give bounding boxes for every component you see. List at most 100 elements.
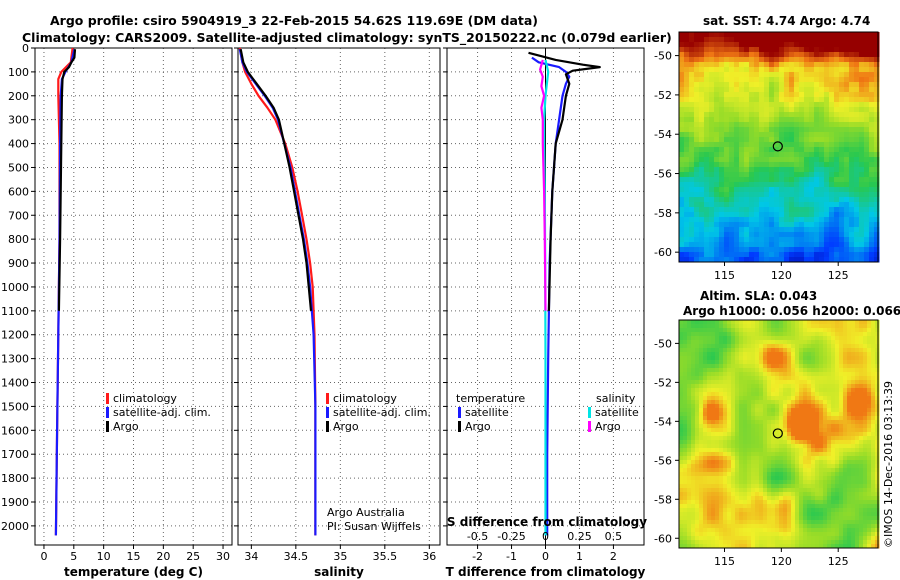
map-cell [819, 516, 824, 521]
map-cell [851, 348, 856, 353]
map-cell [709, 212, 715, 218]
map-cell [855, 528, 860, 533]
map-cell [815, 356, 820, 361]
map-cell [687, 544, 692, 549]
map-cell [779, 360, 784, 365]
map-cell [799, 444, 804, 449]
map-cell [791, 404, 796, 409]
map-cell [714, 187, 720, 193]
map-cell [743, 440, 748, 445]
map-cell [707, 532, 712, 537]
map-cell [811, 372, 816, 377]
map-cell [834, 162, 840, 168]
map-cell [703, 484, 708, 489]
map-cell [847, 376, 852, 381]
map-cell [871, 352, 876, 357]
map-cell [747, 436, 752, 441]
map-cell [834, 167, 840, 173]
map-cell [714, 132, 720, 138]
map-cell [863, 352, 868, 357]
map-cell [719, 72, 725, 78]
map-cell [787, 408, 792, 413]
map-cell [703, 520, 708, 525]
map-cell [729, 152, 735, 158]
map-cell [779, 516, 784, 521]
map-cell [715, 368, 720, 373]
map-cell [839, 112, 845, 118]
map-cell [819, 532, 824, 537]
map-cell [683, 472, 688, 477]
map-cell [871, 396, 876, 401]
map-cell [863, 320, 868, 325]
legend-label: satellite [465, 406, 509, 419]
map-cell [789, 202, 795, 208]
map-cell [723, 332, 728, 337]
map-cell [775, 524, 780, 529]
map-cell [867, 500, 872, 505]
map-cell [795, 336, 800, 341]
map-cell [779, 182, 785, 188]
map-cell [854, 172, 860, 178]
map-cell [759, 202, 765, 208]
map-cell [739, 340, 744, 345]
map-cell [771, 400, 776, 405]
map-cell [735, 352, 740, 357]
map-cell [739, 167, 745, 173]
map-cell [794, 227, 800, 233]
map-cell [739, 227, 745, 233]
map-cell [819, 436, 824, 441]
map-cell [804, 47, 810, 53]
map-cell [791, 396, 796, 401]
map-cell [731, 324, 736, 329]
map-cell [795, 516, 800, 521]
map-cell [874, 142, 880, 148]
map-cell [694, 62, 700, 68]
map-cell [863, 332, 868, 337]
map-cell [791, 528, 796, 533]
map-cell [829, 117, 835, 123]
map-cell [724, 47, 730, 53]
map-cell [759, 532, 764, 537]
map-cell [735, 536, 740, 541]
map-cell [795, 444, 800, 449]
map-cell [835, 352, 840, 357]
map-cell [771, 512, 776, 517]
map-cell [787, 452, 792, 457]
map-cell [819, 122, 825, 128]
map-cell [689, 67, 695, 73]
map-cell [859, 127, 865, 133]
map-cell [715, 500, 720, 505]
map-cell [875, 408, 880, 413]
map-cell [715, 328, 720, 333]
map-cell [835, 320, 840, 325]
map-cell [707, 328, 712, 333]
map-cell [699, 97, 705, 103]
map-cell [695, 452, 700, 457]
map-cell [814, 172, 820, 178]
map-cell [823, 532, 828, 537]
map-cell [774, 252, 780, 258]
map-cell [874, 192, 880, 198]
map-cell [683, 408, 688, 413]
map-cell [819, 464, 824, 469]
map-cell [751, 396, 756, 401]
map-cell [743, 324, 748, 329]
map-cell [794, 232, 800, 238]
map-cell [683, 336, 688, 341]
map-cell [754, 257, 760, 263]
map-cell [759, 500, 764, 505]
map-cell [734, 217, 740, 223]
map-cell [703, 344, 708, 349]
map-cell [734, 237, 740, 243]
map-cell [839, 42, 845, 48]
map-cell [799, 72, 805, 78]
map-cell [799, 448, 804, 453]
map-cell [739, 376, 744, 381]
map-cell [871, 492, 876, 497]
map-cell [827, 372, 832, 377]
map-cell [815, 524, 820, 529]
map-cell [749, 152, 755, 158]
map-cell [827, 536, 832, 541]
map-cell [811, 328, 816, 333]
map-cell [739, 424, 744, 429]
